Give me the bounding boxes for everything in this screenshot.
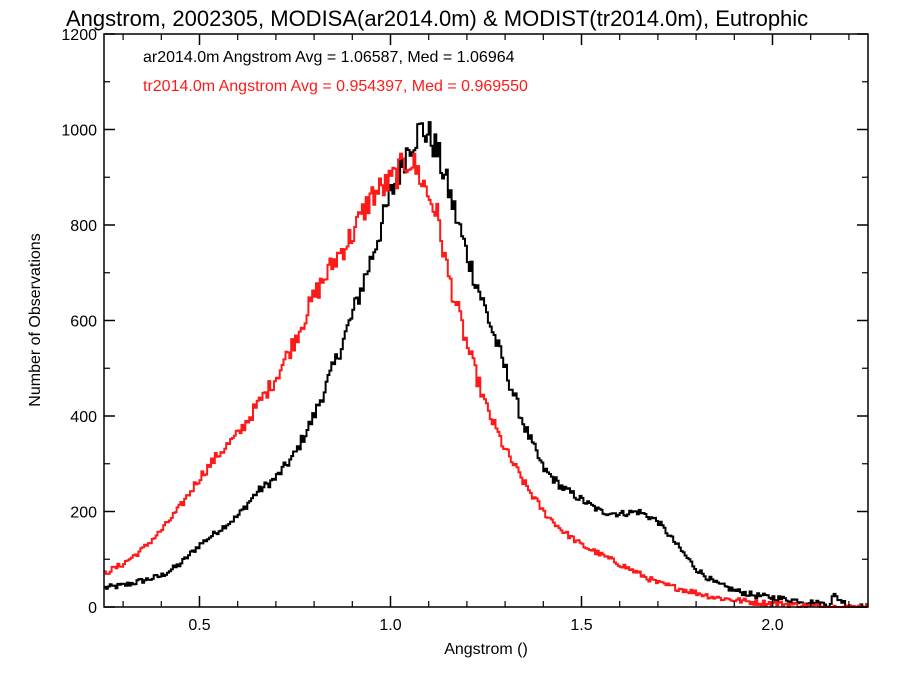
series-tr-line bbox=[104, 152, 868, 608]
y-tick-label: 800 bbox=[70, 218, 97, 235]
annotation-ar: ar2014.0m Angstrom Avg = 1.06587, Med = … bbox=[143, 49, 515, 66]
y-tick-label: 0 bbox=[88, 600, 97, 617]
y-tick-label: 1000 bbox=[61, 123, 97, 140]
y-tick-label: 400 bbox=[70, 409, 97, 426]
y-tick-label: 200 bbox=[70, 505, 97, 522]
series-layer bbox=[104, 121, 868, 608]
x-axis-label: Angstrom () bbox=[444, 641, 528, 658]
chart-title: Angstrom, 2002305, MODISA(ar2014.0m) & M… bbox=[66, 6, 808, 31]
series-ar-line bbox=[104, 121, 868, 608]
y-tick-label: 600 bbox=[70, 314, 97, 331]
x-tick-label: 1.5 bbox=[570, 617, 592, 634]
annotation-tr: tr2014.0m Angstrom Avg = 0.954397, Med =… bbox=[143, 78, 528, 95]
x-tick-label: 2.0 bbox=[761, 617, 783, 634]
plot-frame bbox=[103, 33, 869, 608]
x-tick-label: 1.0 bbox=[379, 617, 401, 634]
axis-layer: 0.5 1.0 1.5 2.0 0 200 400 600 800 1000 1200 bbox=[61, 27, 869, 634]
y-axis-label: Number of Observations bbox=[27, 233, 44, 406]
x-tick-label: 0.5 bbox=[188, 617, 210, 634]
y-tick-label: 1200 bbox=[61, 27, 97, 44]
